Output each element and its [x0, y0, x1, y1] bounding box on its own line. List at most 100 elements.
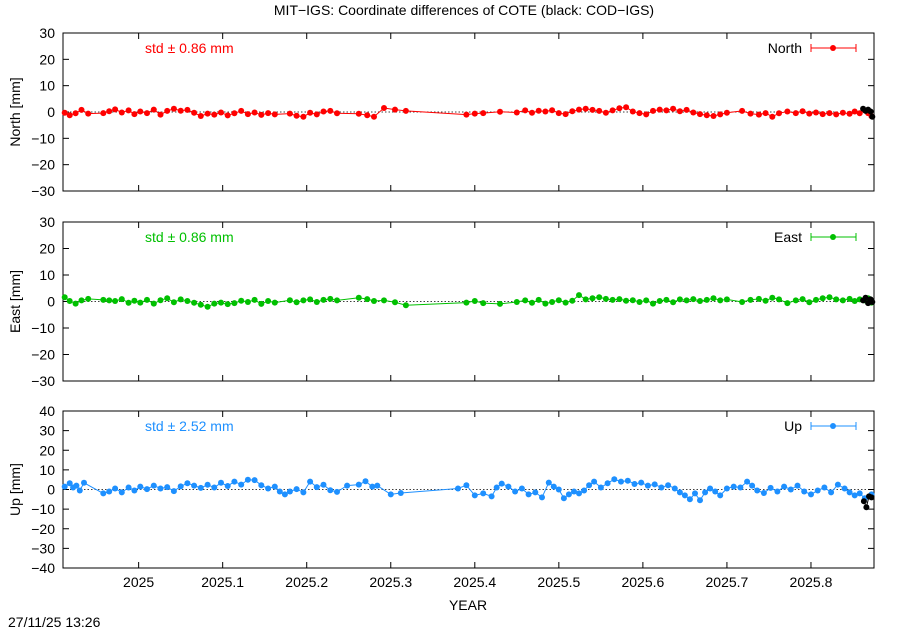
y-axis-label: Up [mm] — [7, 463, 23, 516]
y-tick-label: 0 — [47, 294, 55, 310]
data-point-up — [271, 483, 278, 490]
data-point-east — [747, 296, 754, 303]
data-point-east — [144, 296, 150, 303]
data-point-east — [463, 299, 470, 306]
data-point-north — [769, 113, 776, 120]
data-point-north — [471, 110, 478, 117]
data-point-north — [286, 110, 293, 117]
data-point-north — [125, 107, 132, 114]
data-point-up — [681, 492, 688, 499]
legend-marker — [830, 423, 836, 429]
data-point-east — [164, 295, 171, 302]
data-point-up — [539, 494, 545, 501]
data-point-up — [362, 478, 369, 485]
legend-north: North — [768, 40, 857, 56]
data-point-north — [265, 110, 272, 117]
data-point-up — [66, 480, 73, 487]
data-point-north — [137, 108, 144, 115]
data-point-east — [513, 299, 520, 305]
data-point-east — [683, 297, 690, 304]
data-point-north — [596, 107, 603, 114]
data-point-north — [813, 109, 819, 116]
data-point-up — [565, 491, 572, 498]
data-point-north — [100, 110, 107, 117]
y-tick-label: 30 — [39, 25, 55, 41]
y-tick-label: 10 — [39, 78, 55, 94]
data-point-east — [806, 299, 813, 306]
data-point-north — [244, 111, 251, 118]
data-point-east — [157, 297, 164, 304]
data-point-up — [638, 479, 645, 486]
data-point-east — [293, 299, 300, 306]
data-point-up — [686, 496, 693, 503]
data-point-east — [251, 296, 258, 303]
data-point-north — [739, 107, 746, 114]
data-point-up — [258, 482, 265, 489]
data-point-north — [723, 109, 730, 116]
data-point-up — [286, 488, 293, 495]
data-point-east — [690, 296, 697, 303]
data-point-north — [609, 107, 616, 114]
data-point-up — [244, 476, 251, 483]
reference-point-up — [860, 498, 867, 505]
data-point-east — [218, 299, 224, 306]
x-tick-label: 2025.1 — [201, 574, 244, 590]
data-point-east — [846, 295, 853, 302]
data-point-north — [327, 107, 334, 114]
data-point-east — [61, 294, 68, 301]
data-point-up — [344, 482, 351, 489]
data-point-up — [730, 483, 737, 490]
data-point-up — [801, 488, 808, 495]
reference-point-north — [869, 113, 876, 120]
data-point-east — [755, 295, 762, 302]
data-point-up — [737, 484, 744, 491]
data-point-east — [710, 295, 717, 302]
data-point-up — [307, 478, 314, 485]
panel-east: 30 20 10 0 −10 −20 −30 East [mm] std ± 0.86 mm Ea… — [7, 214, 876, 389]
data-point-east — [697, 298, 703, 304]
data-point-up — [665, 482, 672, 489]
data-point-up — [76, 487, 83, 494]
data-point-north — [703, 112, 710, 119]
reference-point-north — [867, 108, 874, 115]
data-point-east — [569, 297, 576, 304]
data-point-up — [671, 485, 678, 492]
data-point-up — [597, 484, 604, 491]
y-tick-label: −20 — [31, 157, 55, 173]
data-point-up — [471, 492, 478, 499]
data-point-north — [320, 108, 327, 115]
data-point-north — [762, 110, 769, 117]
std-label-east: std ± 0.86 mm — [145, 229, 234, 245]
data-point-up — [712, 488, 719, 495]
data-point-up — [692, 490, 698, 497]
x-tick-label: 2025.7 — [706, 574, 749, 590]
data-point-east — [106, 297, 113, 304]
y-tick-label: 40 — [39, 403, 55, 419]
y-tick-label: 20 — [39, 442, 55, 458]
data-point-north — [224, 112, 231, 119]
panel-up: 40 30 20 10 0 −10 −20 −30 −40 Up [mm] std ± 2.52 m… — [7, 403, 875, 576]
data-point-up — [455, 485, 461, 492]
data-point-up — [702, 489, 709, 496]
x-tick-label: 2025 — [123, 574, 154, 590]
data-point-north — [717, 111, 724, 118]
data-point-east — [813, 296, 819, 303]
data-point-north — [670, 105, 677, 112]
std-label-north: std ± 0.86 mm — [145, 40, 234, 56]
data-point-up — [618, 478, 624, 485]
data-point-north — [251, 109, 258, 116]
data-point-east — [562, 299, 569, 306]
data-point-east — [623, 297, 630, 304]
data-point-up — [498, 480, 505, 487]
data-point-up — [754, 487, 761, 494]
data-point-north — [307, 109, 314, 116]
data-point-north — [755, 111, 762, 118]
y-tick-label: −20 — [31, 521, 55, 537]
data-point-up — [744, 478, 751, 485]
data-point-east — [72, 300, 79, 307]
reference-point-up — [868, 494, 875, 501]
data-point-up — [281, 491, 288, 498]
data-point-up — [611, 476, 618, 483]
data-point-north — [157, 111, 164, 118]
data-point-up — [532, 489, 539, 496]
